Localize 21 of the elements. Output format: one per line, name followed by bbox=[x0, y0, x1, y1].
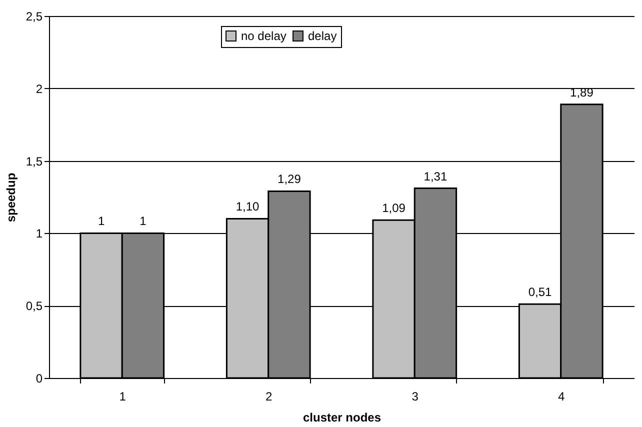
x-tick-label: 4 bbox=[558, 390, 566, 404]
x-tick-label: 2 bbox=[266, 390, 273, 404]
data-label: 1,09 bbox=[382, 201, 406, 216]
y-tick-label: 0,5 bbox=[26, 299, 43, 314]
x-axis-title: cluster nodes bbox=[302, 410, 382, 424]
y-tick-label: 1,5 bbox=[26, 154, 43, 168]
data-label: 1,10 bbox=[236, 200, 260, 214]
data-label: 1 bbox=[140, 214, 147, 228]
y-tick-label: 2,5 bbox=[26, 10, 43, 24]
y-tick-label: 2 bbox=[36, 82, 43, 96]
y-tick-label: 1 bbox=[36, 226, 43, 241]
y-tick-label: 0 bbox=[36, 372, 43, 386]
y-axis-title: speedup bbox=[4, 172, 18, 222]
legend-label: no delay bbox=[241, 29, 286, 43]
data-label: 0,51 bbox=[528, 285, 552, 300]
x-tick-label: 3 bbox=[412, 390, 419, 404]
data-label: 1,29 bbox=[278, 172, 302, 186]
data-label: 1 bbox=[98, 214, 105, 228]
legend-label: delay bbox=[308, 29, 337, 43]
data-label: 1,31 bbox=[424, 169, 448, 184]
x-tick-label: 1 bbox=[119, 390, 126, 404]
